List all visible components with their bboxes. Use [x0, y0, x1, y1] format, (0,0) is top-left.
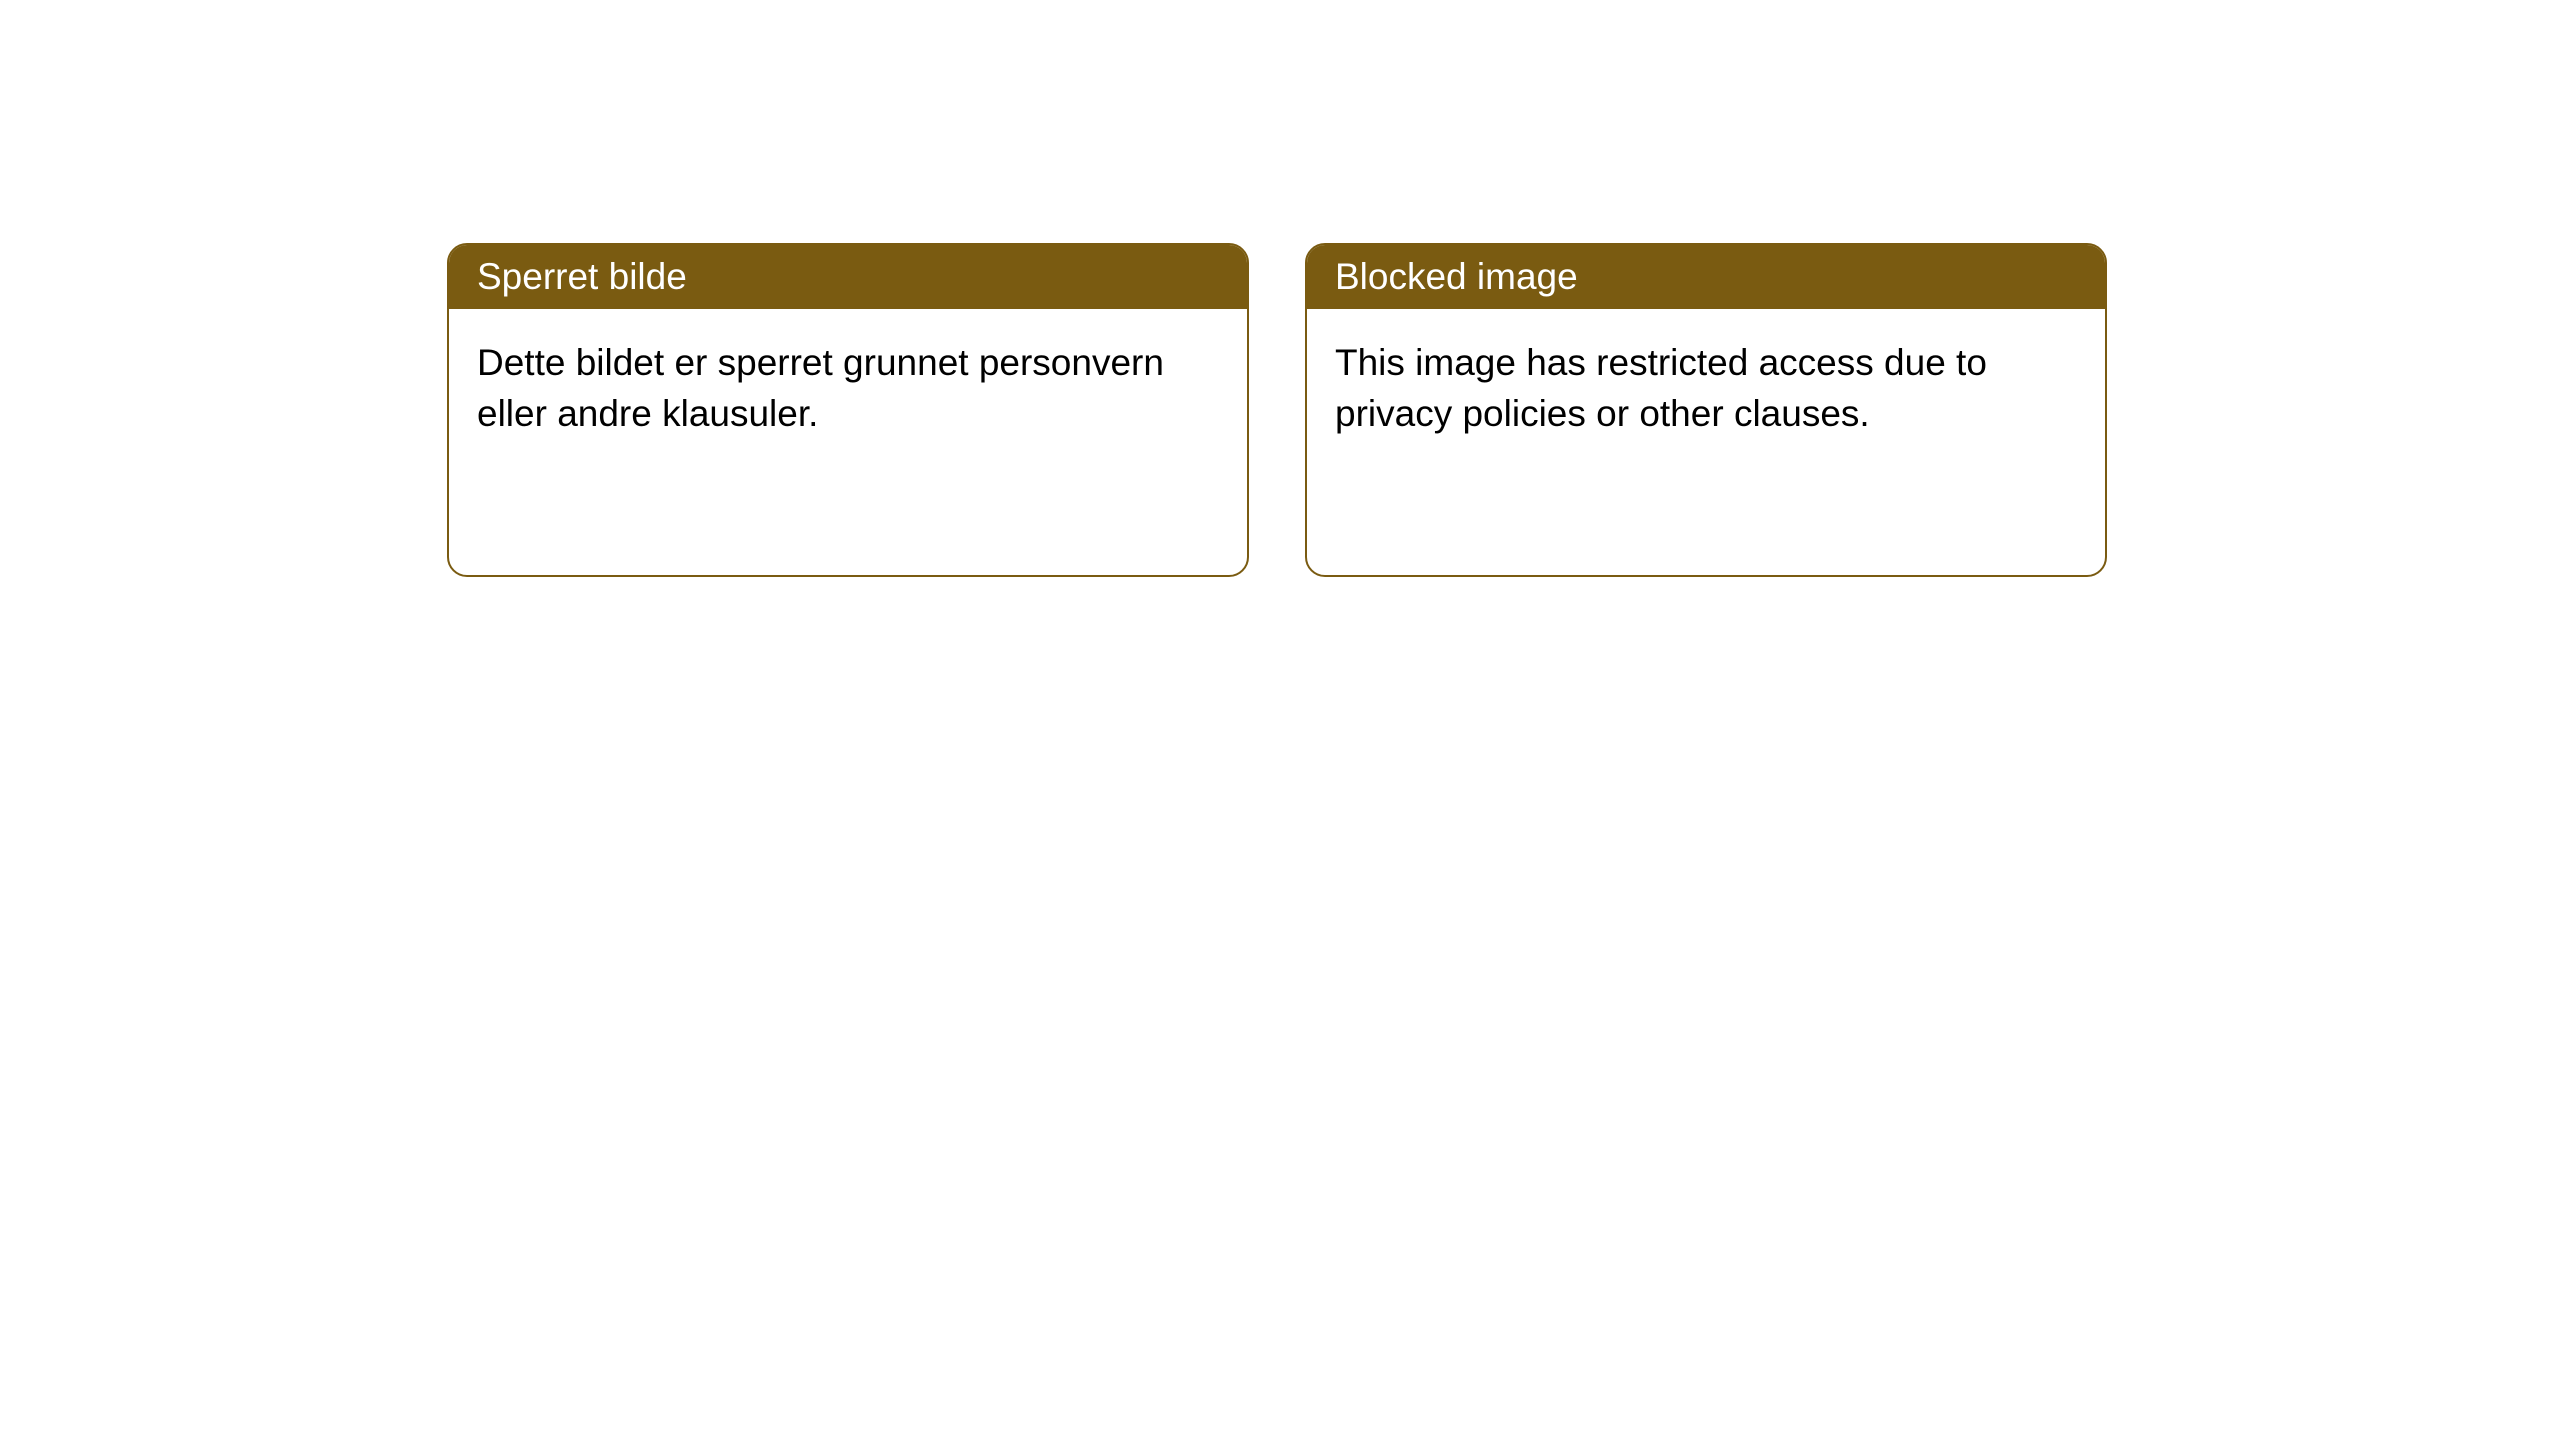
card-body: This image has restricted access due to …: [1307, 309, 2105, 467]
card-header: Blocked image: [1307, 245, 2105, 309]
cards-container: Sperret bilde Dette bildet er sperret gr…: [0, 0, 2560, 577]
card-body: Dette bildet er sperret grunnet personve…: [449, 309, 1247, 467]
blocked-image-card-en: Blocked image This image has restricted …: [1305, 243, 2107, 577]
blocked-image-card-no: Sperret bilde Dette bildet er sperret gr…: [447, 243, 1249, 577]
card-header: Sperret bilde: [449, 245, 1247, 309]
